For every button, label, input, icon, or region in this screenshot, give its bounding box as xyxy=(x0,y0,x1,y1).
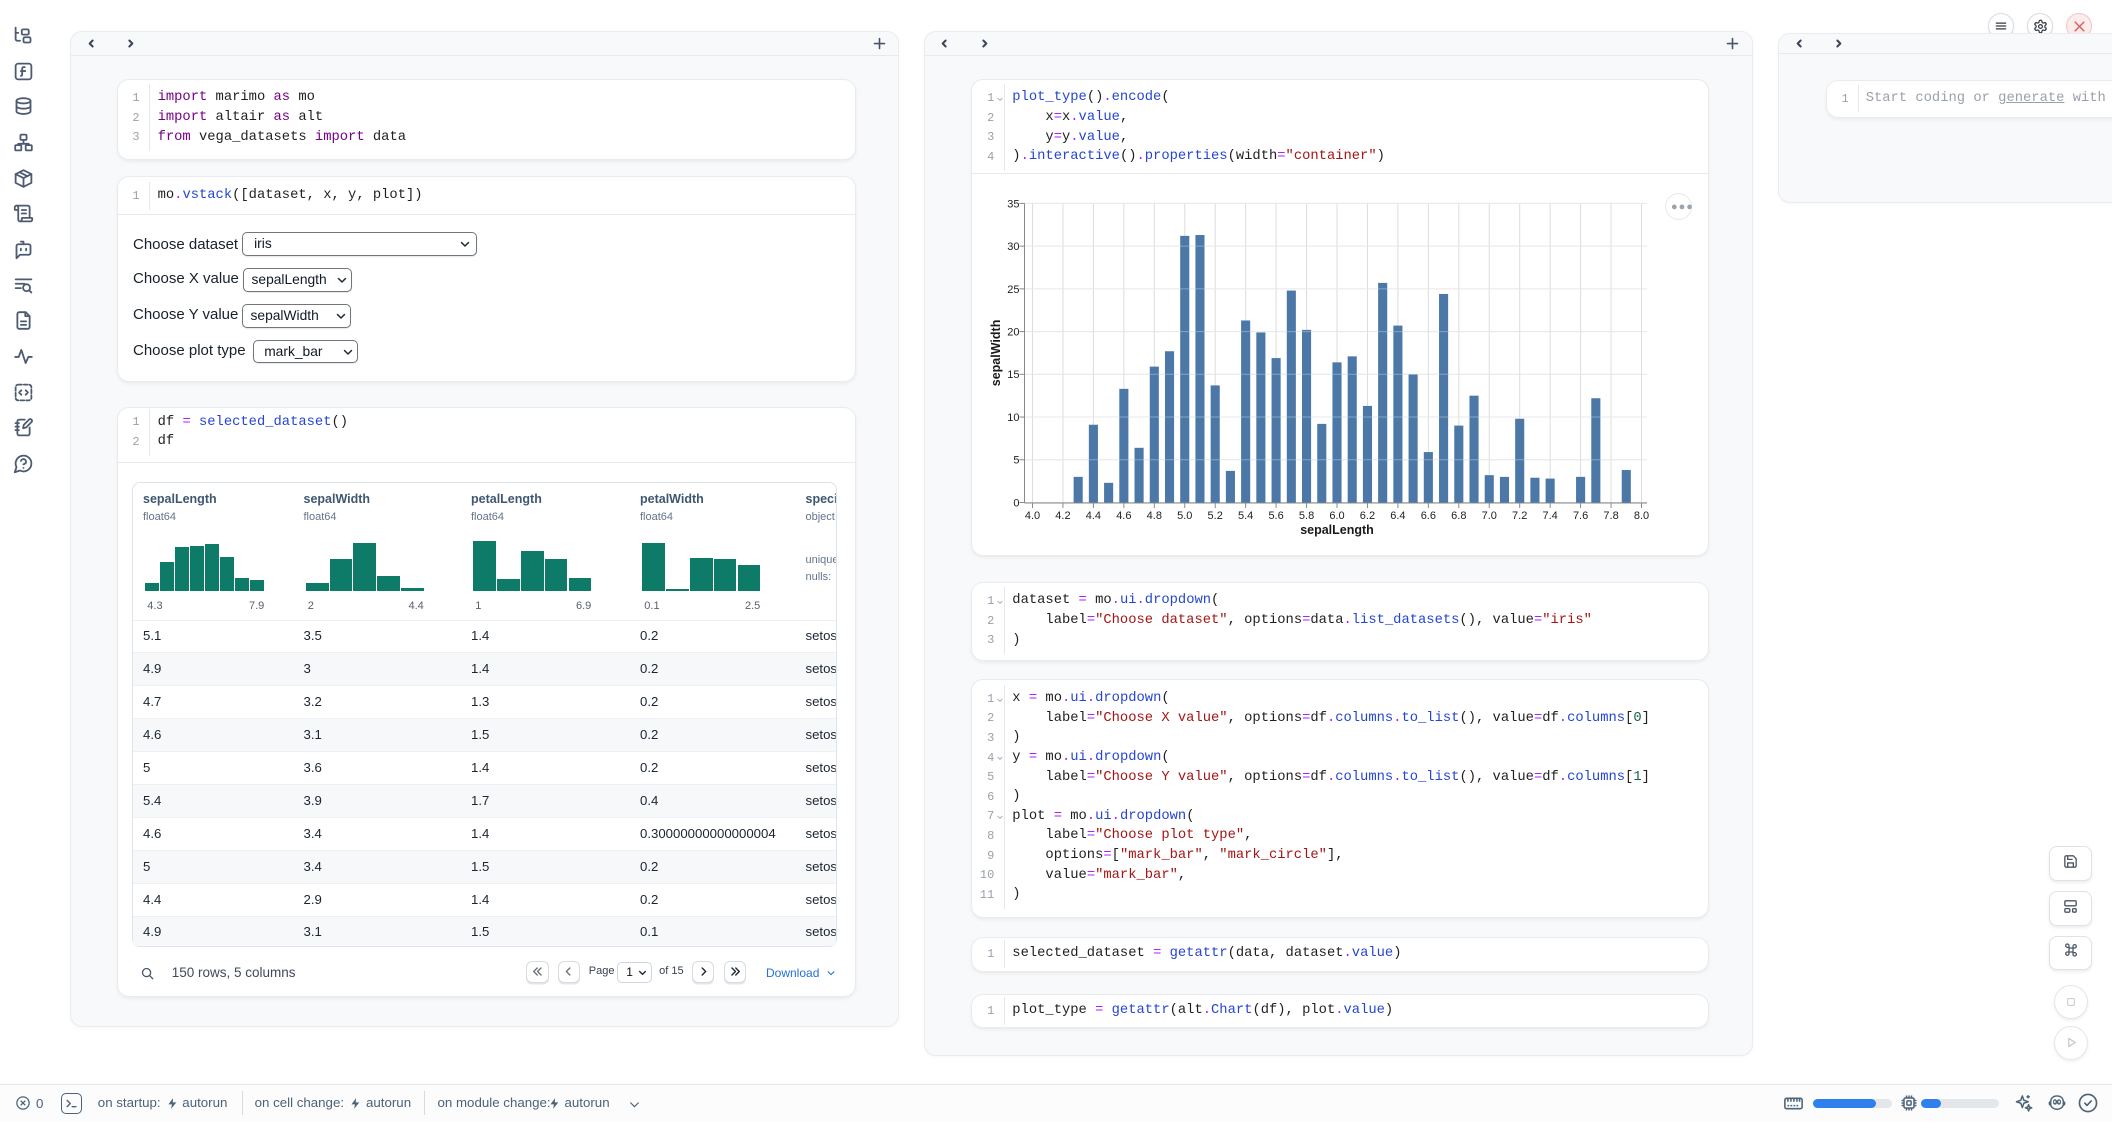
svg-text:5.8: 5.8 xyxy=(1299,510,1314,522)
svg-text:6.8: 6.8 xyxy=(1451,510,1466,522)
svg-text:5.4: 5.4 xyxy=(1238,510,1253,522)
svg-text:sepalLength: sepalLength xyxy=(1300,523,1374,537)
svg-text:35: 35 xyxy=(1007,198,1019,210)
svg-text:15: 15 xyxy=(1007,369,1019,381)
svg-text:6.2: 6.2 xyxy=(1360,510,1375,522)
svg-text:10: 10 xyxy=(1007,412,1019,424)
svg-text:6.4: 6.4 xyxy=(1390,510,1405,522)
svg-text:6.0: 6.0 xyxy=(1329,510,1344,522)
svg-text:5: 5 xyxy=(1013,455,1019,467)
svg-text:7.8: 7.8 xyxy=(1603,510,1618,522)
svg-text:7.6: 7.6 xyxy=(1573,510,1588,522)
svg-text:5.2: 5.2 xyxy=(1208,510,1223,522)
svg-text:30: 30 xyxy=(1007,241,1019,253)
svg-text:6.6: 6.6 xyxy=(1421,510,1436,522)
svg-text:4.4: 4.4 xyxy=(1086,510,1101,522)
svg-text:25: 25 xyxy=(1007,284,1019,296)
svg-text:5.6: 5.6 xyxy=(1268,510,1283,522)
svg-text:7.4: 7.4 xyxy=(1543,510,1558,522)
svg-text:7.2: 7.2 xyxy=(1512,510,1527,522)
svg-text:20: 20 xyxy=(1007,326,1019,338)
svg-text:4.6: 4.6 xyxy=(1116,510,1131,522)
svg-text:8.0: 8.0 xyxy=(1634,510,1649,522)
svg-text:4.2: 4.2 xyxy=(1055,510,1070,522)
svg-text:sepalWidth: sepalWidth xyxy=(989,320,1003,387)
svg-text:0: 0 xyxy=(1013,497,1019,509)
svg-text:5.0: 5.0 xyxy=(1177,510,1192,522)
svg-text:7.0: 7.0 xyxy=(1482,510,1497,522)
svg-text:4.8: 4.8 xyxy=(1147,510,1162,522)
svg-text:4.0: 4.0 xyxy=(1025,510,1040,522)
